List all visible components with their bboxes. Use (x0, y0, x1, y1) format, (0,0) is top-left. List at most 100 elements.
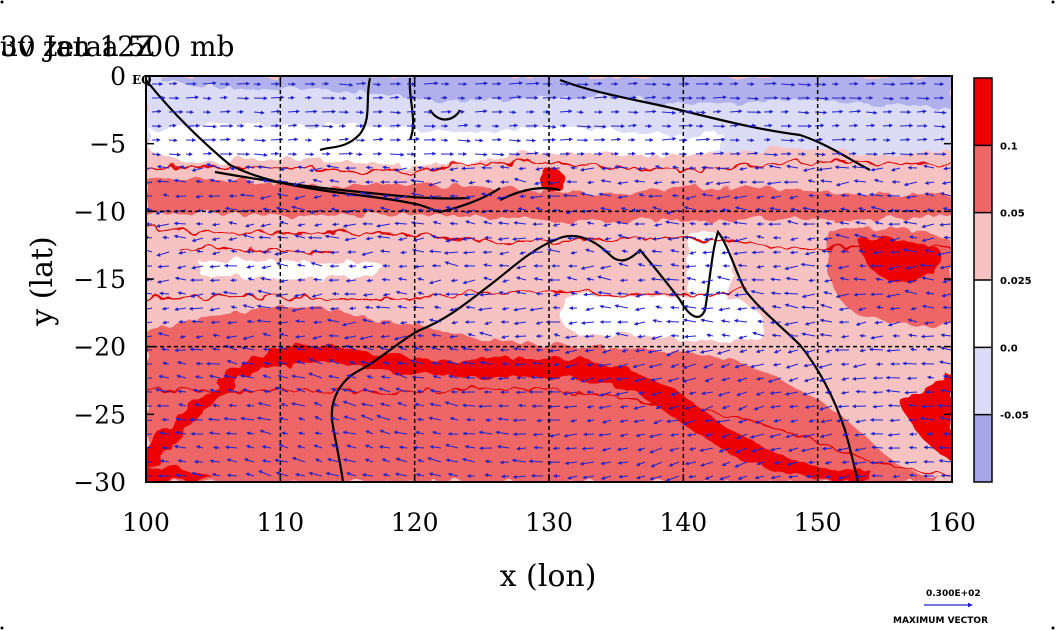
wind-vector (478, 404, 493, 409)
wind-vector (210, 320, 221, 325)
wind-vector (651, 391, 663, 397)
wind-vector (429, 167, 442, 172)
wind-vector (902, 361, 918, 366)
wind-vector (177, 389, 187, 394)
wind-vector (615, 391, 629, 396)
wind-vector (908, 403, 918, 408)
wind-vector (671, 165, 680, 170)
wind-vector (362, 318, 374, 323)
wind-vector (721, 333, 731, 338)
wind-vector (599, 391, 612, 397)
wind-vector (803, 363, 816, 368)
wind-vector (808, 418, 816, 423)
wind-vector (157, 279, 170, 284)
wind-vector (684, 461, 697, 466)
wind-vector (280, 402, 289, 407)
wind-vector (525, 81, 540, 86)
wind-vector (457, 123, 469, 128)
wind-vector (314, 431, 323, 436)
wind-vector (381, 277, 391, 282)
wind-vector (279, 332, 289, 337)
wind-vector (715, 419, 731, 424)
wind-vector (246, 319, 255, 324)
wind-vector (226, 320, 238, 325)
wind-vector (485, 179, 493, 184)
wind-vector (513, 177, 527, 183)
wind-vector (195, 445, 204, 450)
wind-vector (682, 377, 697, 383)
wind-vector (497, 237, 510, 242)
colorbar: 0.1 0.05 0.025 0.0 -0.05 (973, 77, 1032, 483)
wind-vector (939, 265, 952, 270)
wind-vector (474, 152, 488, 157)
wind-vector (211, 237, 221, 241)
wind-vector (243, 458, 255, 463)
wind-vector (462, 250, 476, 255)
wind-vector (837, 404, 850, 409)
wind-vector (278, 443, 289, 449)
wind-vector (239, 374, 255, 379)
wind-vector (804, 349, 816, 354)
wind-vector (362, 292, 374, 297)
wind-vector (157, 264, 170, 269)
wind-vector (597, 275, 612, 281)
wind-vector (393, 195, 408, 201)
wind-vector (535, 166, 544, 171)
wind-vector (465, 305, 476, 310)
colorbar-swatch (974, 145, 992, 213)
wind-vector (695, 151, 704, 156)
wind-vector (938, 445, 952, 450)
wind-vector (688, 446, 697, 451)
wind-vector (814, 123, 825, 128)
wind-vector (757, 319, 765, 324)
wind-vector (770, 195, 782, 200)
wind-vector (772, 264, 782, 269)
wind-vector (146, 405, 153, 407)
wind-vector (348, 306, 357, 311)
wind-vector (940, 473, 952, 478)
field-strong-red-band (146, 466, 215, 482)
wind-vector (295, 472, 306, 477)
wind-vector (579, 167, 595, 172)
wind-vector (168, 123, 177, 128)
wind-vector (464, 444, 476, 449)
wind-vector (579, 461, 595, 466)
wind-vector (343, 415, 357, 421)
wind-vector (450, 178, 459, 183)
wind-vector (887, 321, 901, 327)
wind-vector (246, 403, 255, 408)
wind-vector (365, 165, 374, 170)
wind-vector (887, 279, 901, 284)
wind-vector (737, 263, 748, 268)
wind-vector (586, 362, 595, 367)
corner-dot (0, 626, 4, 630)
wind-vector (529, 195, 544, 200)
wind-vector (720, 363, 731, 369)
wind-vector (329, 306, 340, 311)
wind-vector (853, 277, 867, 282)
wind-vector (245, 444, 255, 449)
wind-vector (563, 405, 578, 410)
wind-vector (688, 474, 697, 479)
wind-vector (497, 221, 510, 226)
chart-title-left: uv zetaa 500 mb (0, 30, 235, 63)
wind-vector (415, 473, 425, 477)
wind-vector (665, 349, 680, 357)
wind-vector (746, 123, 757, 128)
wind-vector (735, 433, 748, 440)
wind-vector (562, 391, 578, 396)
wind-vector (499, 251, 510, 256)
wind-vector (270, 95, 285, 100)
wind-vector (908, 473, 918, 478)
wind-vector (769, 206, 782, 211)
wind-vector (304, 95, 312, 100)
wind-vector (695, 110, 706, 115)
wind-vector (185, 95, 199, 100)
wind-vector (445, 205, 459, 211)
wind-vector (733, 220, 748, 225)
wind-vector (532, 432, 544, 437)
wind-vector (461, 403, 476, 408)
wind-vector (553, 333, 561, 338)
wind-vector (632, 363, 646, 369)
wind-vector (701, 391, 714, 396)
